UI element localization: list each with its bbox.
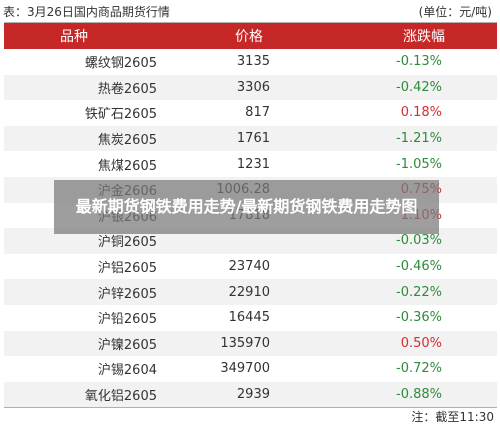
price-value: 3135 <box>236 54 270 70</box>
price-value: 2939 <box>236 387 270 403</box>
price-value: 16445 <box>228 310 270 326</box>
change-value: 0.50% <box>400 335 442 351</box>
change-value: -0.22% <box>396 284 442 300</box>
commodity-name: 铁矿石2605 <box>84 107 157 123</box>
table-row: 螺纹钢2605 3135 -0.13% <box>4 49 497 75</box>
table-title: 表：3月26日国内商品期货行情 <box>3 5 170 19</box>
footnote: 注：截至11:30 <box>411 410 494 424</box>
price-value: 23740 <box>228 259 270 275</box>
change-value: -0.13% <box>396 54 442 70</box>
commodity-name: 沪锌2605 <box>97 286 157 302</box>
header-name: 品种 <box>60 29 88 45</box>
commodity-name: 沪镍2605 <box>97 337 157 353</box>
price-value: 1761 <box>236 131 270 147</box>
price-value: 22910 <box>228 284 270 300</box>
price-value: 349700 <box>220 361 270 377</box>
change-value: -0.36% <box>396 310 442 326</box>
table-row: 沪铅2605 16445 -0.36% <box>4 305 497 331</box>
commodity-name: 热卷2605 <box>97 81 157 97</box>
price-value: 1231 <box>236 156 270 172</box>
unit-label: (单位：元/吨) <box>418 5 492 19</box>
table-row: 沪锡2604 349700 -0.72% <box>4 356 497 382</box>
table-row: 铁矿石2605 817 0.18% <box>4 100 497 126</box>
table-row: 氧化铝2605 2939 -0.88% <box>4 381 497 408</box>
table-row: 沪铝2605 23740 -0.46% <box>4 254 497 280</box>
change-value: -0.88% <box>396 387 442 403</box>
commodity-name: 沪锡2604 <box>97 363 157 379</box>
table-header-row: 品种 价格 涨跌幅 <box>4 23 497 49</box>
commodity-name: 氧化铝2605 <box>84 389 157 405</box>
table-row: 沪锌2605 22910 -0.22% <box>4 279 497 305</box>
table-row: 焦炭2605 1761 -1.21% <box>4 125 497 152</box>
price-value: 3306 <box>236 79 270 95</box>
commodity-name: 螺纹钢2605 <box>84 56 157 72</box>
table-row: 热卷2605 3306 -0.42% <box>4 74 497 101</box>
change-value: 0.18% <box>400 105 442 121</box>
change-value: -0.03% <box>396 233 442 249</box>
table-row: 沪镍2605 135970 0.50% <box>4 330 497 357</box>
commodity-name: 沪铅2605 <box>97 312 157 328</box>
commodity-name: 焦煤2605 <box>97 158 157 174</box>
watermark-banner: 最新期货钢铁费用走势/最新期货钢铁费用走势图 <box>54 180 439 234</box>
commodity-name: 焦炭2605 <box>97 133 157 149</box>
change-value: -0.46% <box>396 259 442 275</box>
change-value: -0.72% <box>396 361 442 377</box>
header-price: 价格 <box>235 29 263 45</box>
price-value: 817 <box>245 105 270 121</box>
table-row: 焦煤2605 1231 -1.05% <box>4 151 497 177</box>
commodity-name: 沪铝2605 <box>97 261 157 277</box>
change-value: -1.05% <box>396 156 442 172</box>
header-change: 涨跌幅 <box>403 29 445 45</box>
table-caption: 表：3月26日国内商品期货行情 (单位：元/吨) <box>0 0 500 22</box>
change-value: -1.21% <box>396 131 442 147</box>
price-value: 135970 <box>220 335 270 351</box>
change-value: -0.42% <box>396 79 442 95</box>
commodity-name: 沪铜2605 <box>97 235 157 251</box>
